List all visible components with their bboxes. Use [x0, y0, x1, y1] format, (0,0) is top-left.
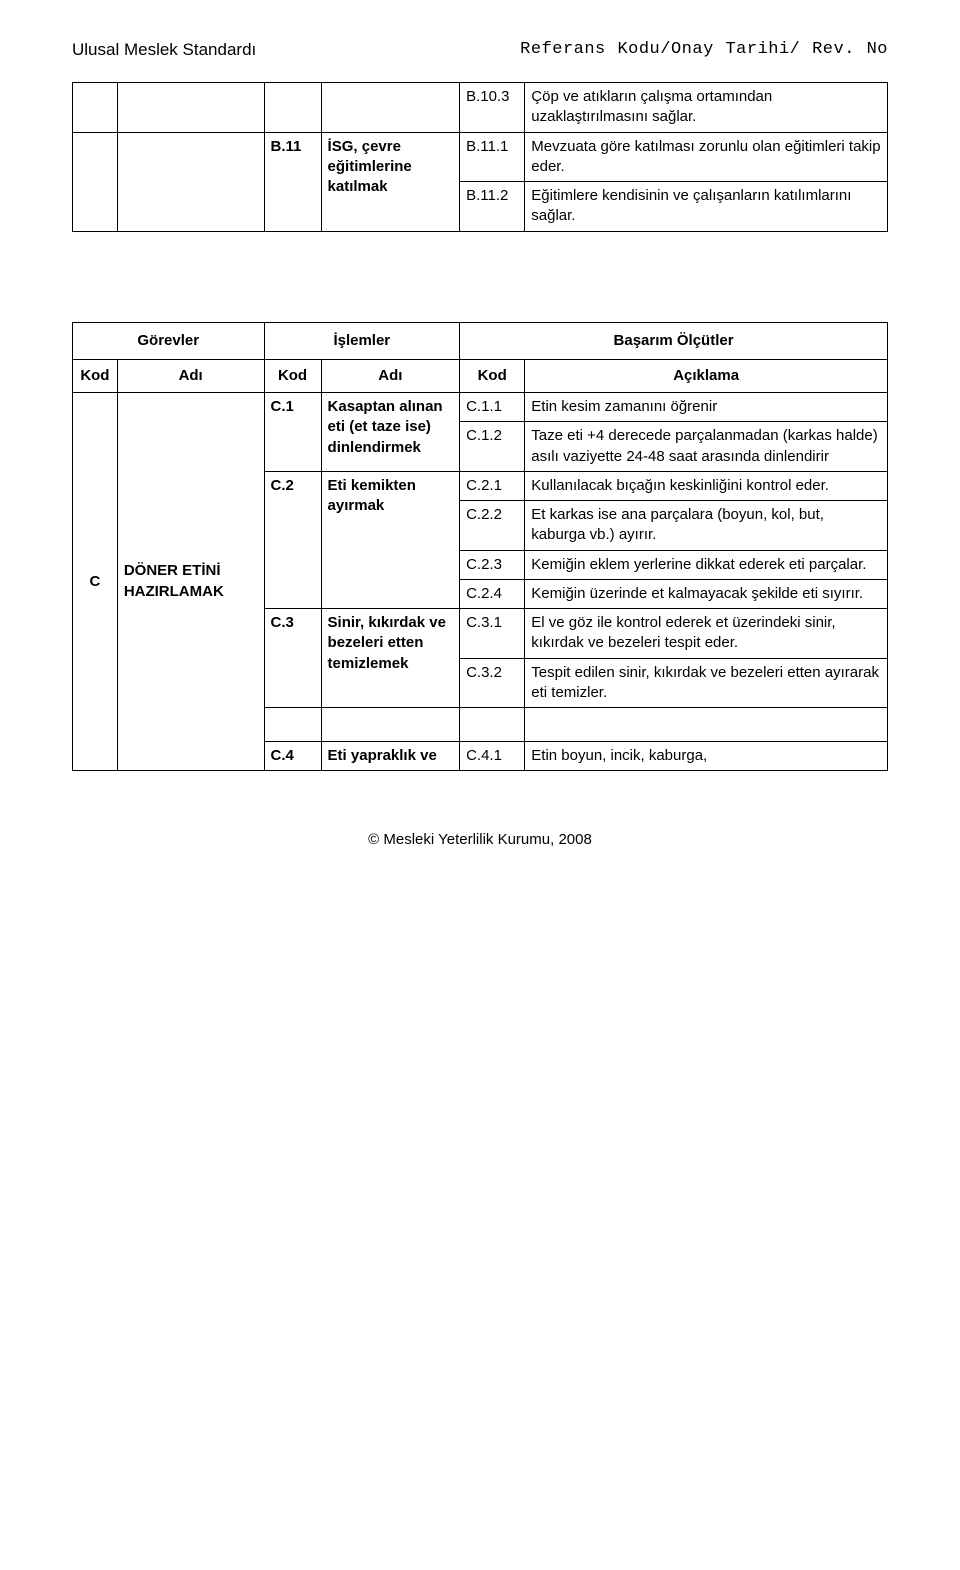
g1-i2-d: Kemiğin eklem yerlerine dikkat ederek et…: [525, 550, 888, 579]
g0-i1-c: C.1.2: [460, 422, 525, 472]
g2-i1-c: C.3.2: [460, 658, 525, 708]
t1-r2-code: B.11.2: [460, 182, 525, 232]
g2-i0-c: C.3.1: [460, 609, 525, 659]
t1-b11-name: İSG, çevre eğitimlerine katılmak: [321, 132, 460, 231]
main-code: C: [73, 393, 118, 771]
footer-text: © Mesleki Yeterlilik Kurumu, 2008: [72, 831, 888, 848]
g2-code: C.3: [264, 609, 321, 708]
spacer-f: [525, 708, 888, 742]
sub-kod3: Kod: [460, 359, 525, 392]
sub-adi2: Adı: [321, 359, 460, 392]
g1-i3-d: Kemiğin üzerinde et kalmayacak şekilde e…: [525, 579, 888, 608]
t1-r1-code: B.11.1: [460, 132, 525, 182]
page-header: Ulusal Meslek Standardı Referans Kodu/On…: [72, 40, 888, 60]
t1-colB2: [117, 132, 264, 231]
g0-name: Kasaptan alınan eti (et taze ise) dinlen…: [321, 393, 460, 472]
t1-r0-code: B.10.3: [460, 83, 525, 133]
t1-r1-desc: Mevzuata göre katılması zorunlu olan eği…: [525, 132, 888, 182]
g0-i0-d: Etin kesim zamanını öğrenir: [525, 393, 888, 422]
sub-kod1: Kod: [73, 359, 118, 392]
g0-code: C.1: [264, 393, 321, 472]
g1-i1-d: Et karkas ise ana parçalara (boyun, kol,…: [525, 501, 888, 551]
g0-i1-d: Taze eti +4 derecede parçalanmadan (kark…: [525, 422, 888, 472]
table-c: Görevler İşlemler Başarım Ölçütler Kod A…: [72, 322, 888, 772]
t1-colA: [73, 83, 118, 133]
t1-colA2: [73, 132, 118, 231]
header-right: Referans Kodu/Onay Tarihi/ Rev. No: [520, 40, 888, 60]
header-left: Ulusal Meslek Standardı: [72, 40, 256, 60]
g1-name: Eti kemikten ayırmak: [321, 471, 460, 608]
spacer-e: [460, 708, 525, 742]
g1-i3-c: C.2.4: [460, 579, 525, 608]
g3-i0-c: C.4.1: [460, 742, 525, 771]
t1-colB: [117, 83, 264, 133]
spacer-c: [264, 708, 321, 742]
t1-b11-code: B.11: [264, 132, 321, 231]
g3-name: Eti yapraklık ve: [321, 742, 460, 771]
g2-i0-d: El ve göz ile kontrol ederek et üzerinde…: [525, 609, 888, 659]
g1-code: C.2: [264, 471, 321, 608]
g2-name: Sinir, kıkırdak ve bezeleri etten temizl…: [321, 609, 460, 708]
t1-r2-desc: Eğitimlere kendisinin ve çalışanların ka…: [525, 182, 888, 232]
sub-kod2: Kod: [264, 359, 321, 392]
g0-i0-c: C.1.1: [460, 393, 525, 422]
g1-i1-c: C.2.2: [460, 501, 525, 551]
g3-code: C.4: [264, 742, 321, 771]
g1-i0-c: C.2.1: [460, 471, 525, 500]
cap-basarim: Başarım Ölçütler: [460, 322, 888, 359]
table-b: B.10.3 Çöp ve atıkların çalışma ortamınd…: [72, 82, 888, 232]
main-name: DÖNER ETİNİ HAZIRLAMAK: [117, 393, 264, 771]
g2-i1-d: Tespit edilen sinir, kıkırdak ve bezeler…: [525, 658, 888, 708]
g3-i0-d: Etin boyun, incik, kaburga,: [525, 742, 888, 771]
t1-r0-desc: Çöp ve atıkların çalışma ortamından uzak…: [525, 83, 888, 133]
spacer-d: [321, 708, 460, 742]
sub-adi1: Adı: [117, 359, 264, 392]
cap-gorevler: Görevler: [73, 322, 265, 359]
g1-i2-c: C.2.3: [460, 550, 525, 579]
t1-colD: [321, 83, 460, 133]
g1-i0-d: Kullanılacak bıçağın keskinliğini kontro…: [525, 471, 888, 500]
cap-islemler: İşlemler: [264, 322, 460, 359]
t1-colC: [264, 83, 321, 133]
sub-aciklama: Açıklama: [525, 359, 888, 392]
